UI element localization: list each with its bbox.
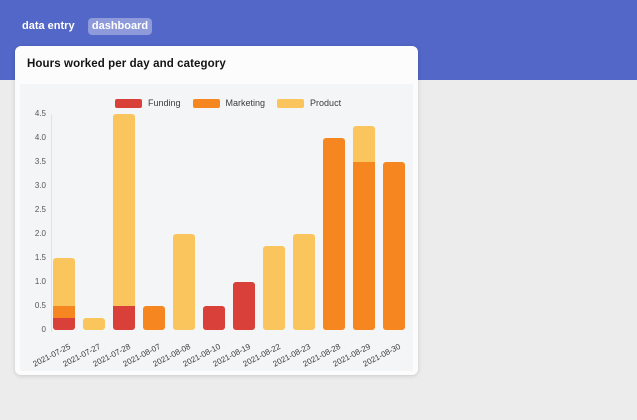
bar-2021-08-08[interactable] <box>173 234 195 330</box>
bar-segment-funding <box>113 306 135 330</box>
bar-segment-funding <box>203 306 225 330</box>
bar-segment-marketing <box>383 162 405 330</box>
bar-2021-07-27[interactable] <box>83 318 105 330</box>
legend-label: Product <box>310 98 342 108</box>
bar-segment-product <box>83 318 105 330</box>
bar-segment-marketing <box>143 306 165 330</box>
y-axis-line <box>51 114 52 332</box>
legend-swatch-product-icon <box>277 98 305 108</box>
bar-segment-marketing <box>353 162 375 330</box>
tab-dashboard[interactable]: dashboard <box>88 18 152 35</box>
y-tick-label: 0.5 <box>34 301 46 310</box>
bar-segment-product <box>173 234 195 330</box>
y-tick-label: 4.0 <box>34 133 46 142</box>
bar-2021-08-29[interactable] <box>353 126 375 330</box>
bar-segment-marketing <box>53 306 75 318</box>
bar-2021-08-22[interactable] <box>263 246 285 330</box>
bar-segment-funding <box>53 318 75 330</box>
bar-2021-07-28[interactable] <box>113 114 135 330</box>
bar-2021-08-23[interactable] <box>293 234 315 330</box>
bar-segment-product <box>263 246 285 330</box>
bar-segment-product <box>353 126 375 162</box>
bar-2021-08-07[interactable] <box>143 306 165 330</box>
y-tick-label: 3.0 <box>34 181 46 190</box>
y-tick-label: 4.5 <box>34 109 46 118</box>
bar-2021-08-28[interactable] <box>323 138 345 330</box>
bar-2021-08-30[interactable] <box>383 162 405 330</box>
chart-card: Hours worked per day and category Fundin… <box>15 46 418 375</box>
chart-legend: Funding Marketing Product <box>115 98 353 108</box>
bar-segment-product <box>293 234 315 330</box>
legend-swatch-marketing-icon <box>192 98 220 108</box>
legend-item-marketing[interactable]: Marketing <box>192 98 266 108</box>
chart-canvas: Funding Marketing Product 0 0.5 1.0 1.5 2.0 2.5… <box>20 84 413 371</box>
y-tick-label: 3.5 <box>34 157 46 166</box>
legend-swatch-funding-icon <box>115 98 142 108</box>
bar-segment-marketing <box>323 138 345 330</box>
y-tick-label: 0 <box>41 325 46 334</box>
bar-segment-product <box>113 114 135 306</box>
legend-item-funding[interactable]: Funding <box>115 98 181 108</box>
y-tick-label: 2.5 <box>34 205 46 214</box>
legend-label: Funding <box>148 98 181 108</box>
bar-segment-product <box>53 258 75 306</box>
tab-data-entry[interactable]: data entry <box>22 20 75 32</box>
bar-segment-funding <box>233 282 255 330</box>
legend-label: Marketing <box>225 98 266 108</box>
y-tick-label: 2.0 <box>34 229 46 238</box>
legend-item-product[interactable]: Product <box>277 98 341 108</box>
bar-2021-07-25[interactable] <box>53 258 75 330</box>
bar-2021-08-19[interactable] <box>233 282 255 330</box>
y-tick-label: 1.0 <box>34 277 46 286</box>
y-tick-label: 1.5 <box>34 253 46 262</box>
bar-2021-08-10[interactable] <box>203 306 225 330</box>
chart-title: Hours worked per day and category <box>27 58 226 70</box>
